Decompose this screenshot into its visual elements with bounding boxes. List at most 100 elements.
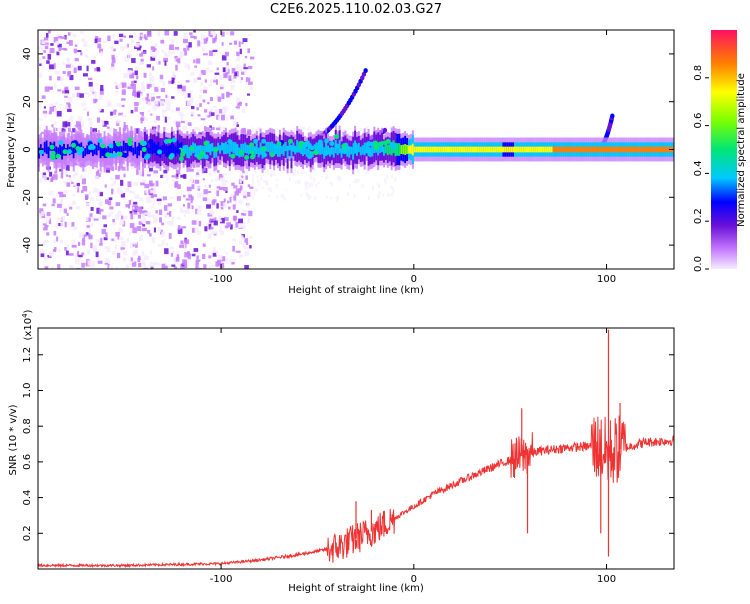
spectrogram-noise-cell — [216, 186, 221, 189]
spectrogram-noise-cell — [48, 190, 54, 196]
spectrogram-noise-cell — [150, 96, 155, 102]
spectrogram-noise-cell — [44, 45, 49, 50]
spectrogram-noise-cell — [95, 171, 101, 178]
spectrogram-noise-cell — [53, 63, 56, 70]
spectrogram-noise-cell — [218, 186, 224, 191]
spectrogram-noise-cell — [218, 255, 223, 260]
spectrogram-ridge-core — [82, 146, 85, 158]
spectrogram-ridge-core — [498, 146, 501, 153]
spectrogram-noise-cell — [147, 101, 152, 106]
spectrogram-noise-cell — [220, 217, 225, 224]
spectrogram-noise-cell — [87, 260, 92, 266]
spectrogram-noise-cell — [42, 110, 48, 114]
spectrogram-noise-cell — [55, 223, 59, 229]
spectrogram-noise-cell — [131, 83, 137, 90]
spectrogram-noise-cell — [158, 209, 163, 216]
spectrogram-ridge-blob — [122, 152, 128, 158]
spectrogram-noise-cell — [212, 49, 218, 52]
spectrogram-ridge-core — [142, 145, 145, 158]
spectrogram-ridge-blob — [293, 147, 299, 153]
spectrogram-noise-cell — [38, 57, 42, 63]
spectrogram-ridge-core — [462, 146, 464, 153]
spectrogram-noise-cell — [175, 168, 181, 175]
spectrogram-ridge-core — [315, 142, 318, 151]
spectrogram-noise-cell — [133, 32, 136, 37]
spectrogram-noise-cell — [184, 62, 187, 68]
spectrogram-noise-cell — [236, 51, 240, 57]
spectrogram-noise-cell — [152, 201, 155, 206]
spectrogram-noise-cell — [190, 198, 193, 204]
spectrogram-noise-cell — [242, 243, 245, 249]
spectrogram-noise-cell — [161, 240, 165, 245]
spectrogram-noise-cell — [294, 181, 297, 184]
spectrogram-noise-cell — [207, 60, 213, 66]
spectrogram-noise-cell — [137, 255, 141, 260]
spectrogram-noise-cell — [168, 211, 172, 217]
colorbar: 0.00.20.40.60.8 Normalized spectral ampl… — [693, 30, 747, 272]
spectrogram-ridge-core — [573, 146, 576, 153]
spectrogram-noise-cell — [266, 180, 269, 185]
spectrogram-noise-cell — [69, 62, 73, 69]
spectrogram-noise-cell — [217, 259, 222, 266]
spectrogram-noise-cell — [197, 77, 202, 80]
spectrogram-noise-cell — [88, 228, 91, 232]
spectrogram-noise-cell — [113, 109, 117, 112]
spectrogram-noise-cell — [124, 73, 129, 77]
spectrogram-noise-cell — [252, 178, 255, 181]
spectrogram-noise-cell — [53, 107, 57, 113]
spectrogram-noise-cell — [84, 54, 89, 58]
spectrogram-noise-cell — [157, 226, 162, 232]
spectrogram-noise-cell — [120, 82, 124, 88]
spectrogram-noise-cell — [214, 177, 220, 182]
spectrogram-noise-cell — [162, 112, 165, 118]
spectrogram-noise-cell — [234, 191, 239, 196]
snr-y-tick-label: 1.0 — [22, 383, 33, 399]
spectrogram-noise-cell — [87, 249, 91, 256]
spectrogram-noise-cell — [249, 56, 255, 60]
spectrogram-noise-cell — [120, 179, 124, 186]
spectrogram-ridge-blob — [203, 140, 209, 146]
spectrogram-noise-cell — [197, 230, 202, 235]
spectrogram-noise-cell — [95, 189, 101, 193]
spectrogram-ridge-core — [101, 147, 104, 156]
spectrogram-noise-cell — [208, 223, 212, 230]
spectrogram-noise-cell — [206, 115, 211, 118]
spectrogram-noise-cell — [266, 169, 269, 175]
spectrogram-noise-cell — [59, 198, 64, 204]
spectrogram-noise-cell — [77, 116, 82, 122]
spectrogram-noise-cell — [211, 200, 216, 206]
spectrogram-noise-cell — [256, 188, 259, 192]
spectrogram-noise-cell — [271, 173, 274, 177]
spectrogram-noise-cell — [217, 215, 222, 220]
spectrogram-noise-cell — [230, 194, 235, 199]
spectrogram-ridge-core — [207, 140, 210, 153]
spectrogram-noise-cell — [100, 85, 104, 91]
spectrogram-noise-cell — [60, 172, 64, 179]
spectrogram-noise-cell — [97, 108, 102, 112]
spectrogram-noise-cell — [59, 208, 63, 213]
spectrogram-noise-cell — [365, 126, 368, 130]
spectrogram-ridge-core — [348, 147, 351, 158]
spectrogram-noise-cell — [196, 107, 199, 111]
spectrogram-ridge-core — [429, 146, 432, 153]
snr-y-tick-label: 0.4 — [22, 490, 33, 506]
spectrogram-noise-cell — [153, 127, 156, 130]
spectrogram-noise-cell — [127, 53, 130, 59]
spectrogram-noise-cell — [260, 176, 263, 182]
spectrogram-noise-cell — [234, 200, 237, 206]
spectrogram-noise-cell — [39, 178, 43, 183]
spectrogram-ridge-core — [500, 146, 503, 153]
spectrogram-ridge-core — [228, 144, 231, 157]
spectrogram-noise-cell — [51, 176, 54, 182]
spectrogram-ridge-core — [55, 146, 58, 160]
spectrogram-noise-cell — [92, 245, 97, 251]
spectrogram-ridge-core — [664, 146, 667, 153]
spectrogram-ridge-core — [631, 146, 634, 153]
spectrogram-noise-cell — [138, 93, 143, 96]
spectrogram-noise-cell — [38, 103, 41, 108]
spectrogram-noise-cell — [107, 213, 111, 217]
spectrogram-ridge-core — [363, 142, 366, 156]
spectrogram-ridge-core — [157, 141, 160, 155]
spectrogram-ridge-core — [84, 148, 87, 157]
